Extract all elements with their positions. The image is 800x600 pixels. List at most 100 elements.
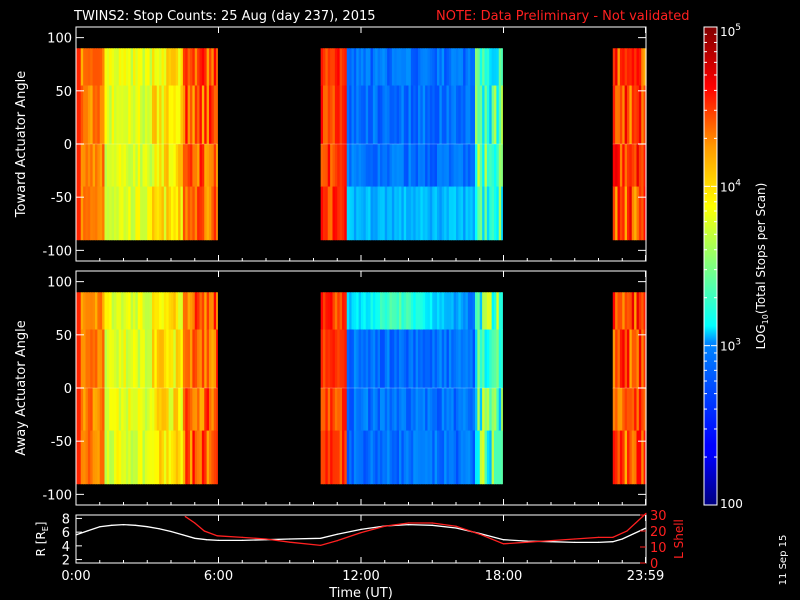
heatmap-cell xyxy=(185,388,189,432)
r-point xyxy=(122,524,125,526)
heatmap-cell xyxy=(484,430,488,485)
heatmap-cell xyxy=(629,186,633,241)
heatmap-cell xyxy=(486,292,490,330)
r-point xyxy=(99,526,101,528)
heatmap-cell xyxy=(76,329,79,389)
heatmap-cell xyxy=(482,430,486,485)
heatmap-cell xyxy=(494,186,497,241)
heatmap-cell xyxy=(80,430,84,485)
heatmap-cell xyxy=(125,329,129,389)
heatmap-cell xyxy=(441,430,445,485)
heatmap-cell xyxy=(90,292,94,330)
heatmap-cell xyxy=(168,186,172,241)
heatmap-cell xyxy=(444,186,448,241)
heatmap-cell xyxy=(403,85,407,145)
heatmap-cell xyxy=(156,186,160,241)
heatmap-cell xyxy=(475,144,478,188)
heatmap-cell xyxy=(470,144,474,188)
lshell-point xyxy=(216,535,218,537)
heatmap-cell xyxy=(368,388,372,432)
heatmap-cell xyxy=(439,388,443,432)
heatmap-cell xyxy=(446,186,450,241)
heatmap-cell xyxy=(444,430,448,485)
heatmap-cell xyxy=(173,388,177,432)
heatmap-cell xyxy=(171,48,174,86)
heatmap-cell xyxy=(377,430,381,485)
heatmap-cell xyxy=(375,186,379,241)
heatmap-cell xyxy=(463,292,467,330)
heatmap-cell xyxy=(180,388,184,432)
heatmap-cell xyxy=(116,48,120,86)
heatmap-cell xyxy=(361,186,364,241)
heatmap-cell xyxy=(149,430,153,485)
heatmap-cell xyxy=(320,430,324,485)
heatmap-cell xyxy=(484,186,488,241)
heatmap-cell xyxy=(97,329,101,389)
heatmap-cell xyxy=(370,85,374,145)
heatmap-cell xyxy=(90,144,94,188)
heatmap-cell xyxy=(187,48,191,86)
heatmap-cell xyxy=(638,388,642,432)
heatmap-cell xyxy=(465,430,469,485)
heatmap-cell xyxy=(199,292,203,330)
heatmap-cell xyxy=(356,388,360,432)
heatmap-cell xyxy=(166,85,170,145)
heatmap-cell xyxy=(638,144,642,188)
heatmap-cell xyxy=(370,186,374,241)
heatmap-cell xyxy=(194,292,198,330)
heatmap-cell xyxy=(477,329,481,389)
heatmap-cell xyxy=(368,85,372,145)
heatmap-cell xyxy=(80,186,84,241)
heatmap-cell xyxy=(161,186,165,241)
heatmap-cell xyxy=(448,85,452,145)
heatmap-cell xyxy=(149,186,153,241)
heatmap-cell xyxy=(465,48,469,86)
heatmap-cell xyxy=(408,186,412,241)
heatmap-cell xyxy=(121,186,125,241)
heatmap-cell xyxy=(432,85,436,145)
heatmap-cell xyxy=(403,186,407,241)
heatmap-cell xyxy=(382,186,386,241)
heatmap-cell xyxy=(152,388,155,432)
heatmap-cell xyxy=(403,292,407,330)
heatmap-cell xyxy=(211,48,215,86)
heatmap-cell xyxy=(190,85,193,145)
heatmap-cell xyxy=(434,388,438,432)
heatmap-cell xyxy=(95,430,98,485)
heatmap-cell xyxy=(216,292,218,330)
heatmap-cell xyxy=(439,85,443,145)
heatmap-cell xyxy=(80,292,84,330)
heatmap-cell xyxy=(634,48,638,86)
heatmap-cell xyxy=(99,48,103,86)
lshell-tick-label: 0 xyxy=(650,557,658,572)
heatmap-cell xyxy=(448,292,452,330)
heatmap-cell xyxy=(389,430,393,485)
heatmap-cell xyxy=(363,388,367,432)
y-tick-label: 50 xyxy=(55,329,72,344)
heatmap-cell xyxy=(334,186,338,241)
heatmap-cell xyxy=(342,388,345,432)
heatmap-cell xyxy=(135,388,139,432)
heatmap-cell xyxy=(394,48,398,86)
heatmap-cell xyxy=(346,430,350,485)
heatmap-cell xyxy=(420,292,424,330)
heatmap-cell xyxy=(206,430,210,485)
heatmap-cell xyxy=(465,85,469,145)
heatmap-cell xyxy=(83,329,87,389)
heatmap-cell xyxy=(121,430,125,485)
r-point xyxy=(146,526,148,528)
heatmap-cell xyxy=(97,292,101,330)
heatmap-cell xyxy=(384,186,388,241)
heatmap-cell xyxy=(161,144,165,188)
heatmap-cell xyxy=(111,48,115,86)
heatmap-cell xyxy=(453,430,457,485)
heatmap-cell xyxy=(161,388,165,432)
heatmap-cell xyxy=(401,388,405,432)
heatmap-cell xyxy=(498,329,502,389)
heatmap-cell xyxy=(161,292,165,330)
heatmap-cell xyxy=(377,144,381,188)
heatmap-cell xyxy=(116,388,120,432)
heatmap-cell xyxy=(437,48,440,86)
heatmap-cell xyxy=(465,329,469,389)
heatmap-cell xyxy=(375,48,379,86)
